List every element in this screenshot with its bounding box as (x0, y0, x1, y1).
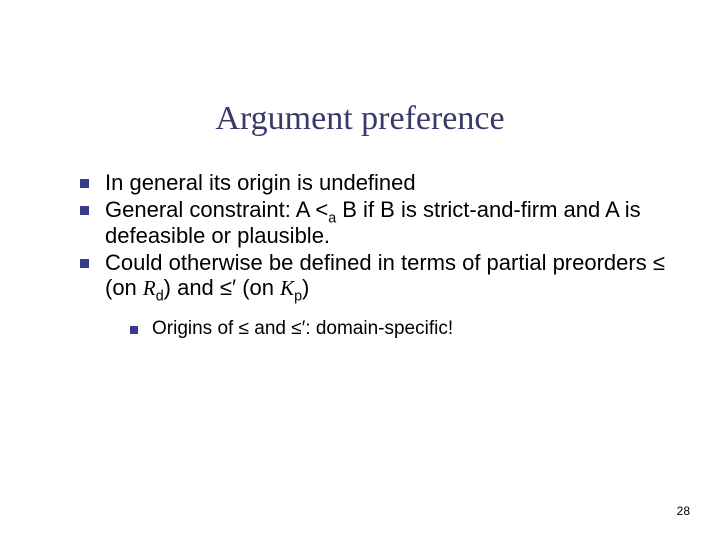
slide: Argument preference In general its origi… (0, 0, 720, 540)
slide-content: In general its origin is undefined Gener… (80, 170, 680, 341)
bullet-text: General constraint: A <a B if B is stric… (105, 197, 680, 248)
bullet-item: In general its origin is undefined (80, 170, 680, 195)
bullet-item: Could otherwise be defined in terms of p… (80, 250, 680, 301)
bullet-item: General constraint: A <a B if B is stric… (80, 197, 680, 248)
bullet-text: Could otherwise be defined in terms of p… (105, 250, 680, 301)
sub-bullet-item: Origins of ≤ and ≤′: domain-specific! (130, 318, 680, 341)
square-bullet-icon (80, 206, 89, 215)
square-bullet-icon (130, 326, 138, 334)
sub-bullet-text: Origins of ≤ and ≤′: domain-specific! (152, 318, 680, 341)
square-bullet-icon (80, 259, 89, 268)
slide-number: 28 (677, 504, 690, 518)
square-bullet-icon (80, 179, 89, 188)
bullet-text: In general its origin is undefined (105, 170, 680, 195)
bullet-list: In general its origin is undefined Gener… (80, 170, 680, 300)
slide-title: Argument preference (0, 100, 720, 138)
sub-bullet-list: Origins of ≤ and ≤′: domain-specific! (130, 318, 680, 341)
